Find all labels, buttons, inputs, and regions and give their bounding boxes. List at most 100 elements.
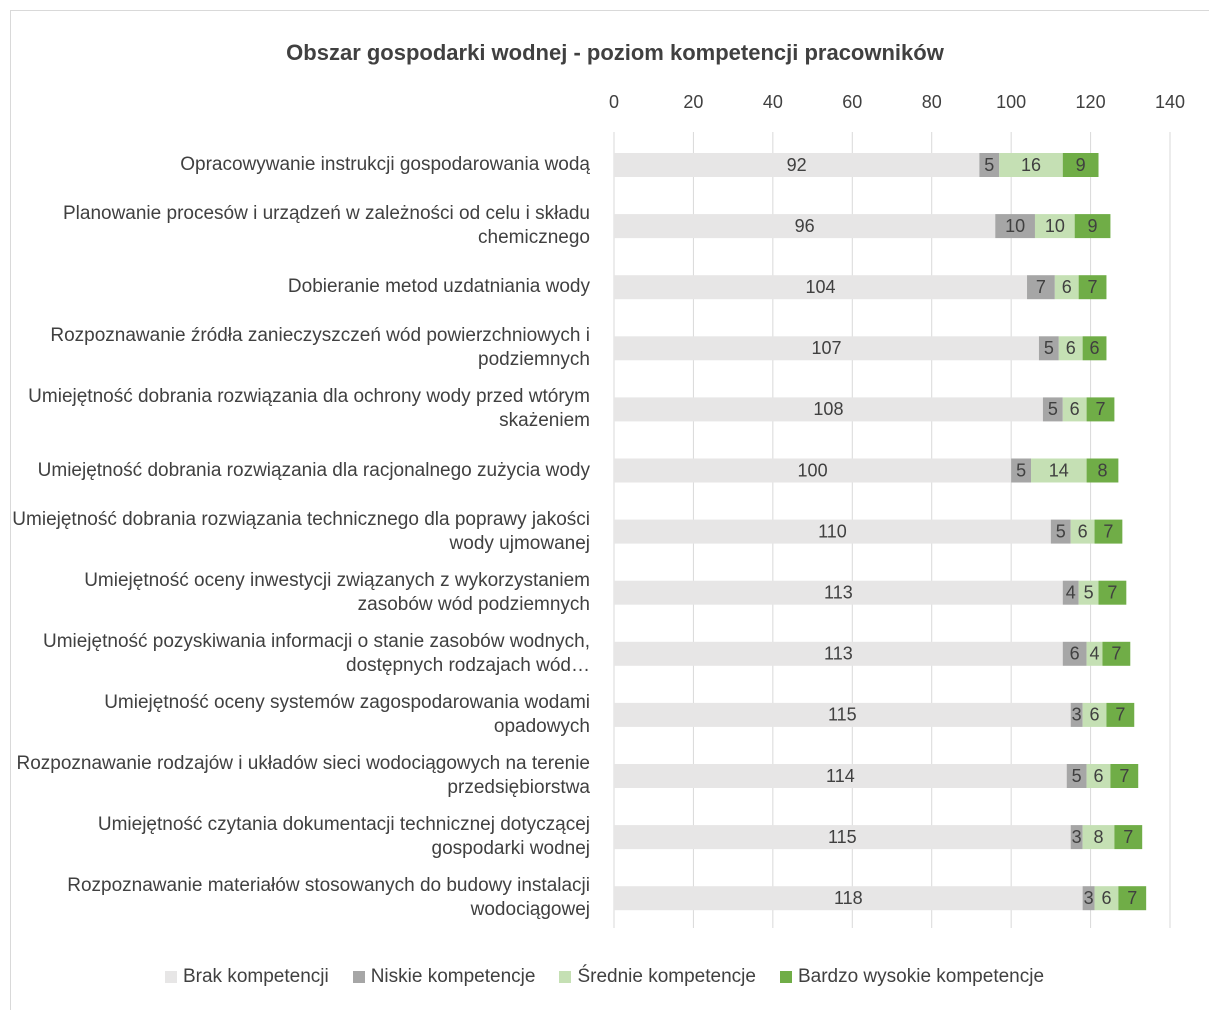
legend-swatch xyxy=(164,971,177,983)
bar-segment xyxy=(1086,641,1103,666)
bar-segment xyxy=(614,519,1051,544)
category-label: Dobieranie metod uzdatniania wody xyxy=(287,276,590,298)
data-label: 7 xyxy=(1107,582,1117,602)
x-tick-label: 100 xyxy=(996,92,1026,112)
data-label: 96 xyxy=(795,216,815,236)
legend-item: Niskie kompetencje xyxy=(352,966,536,988)
bar-segment xyxy=(1054,275,1079,300)
data-label: 115 xyxy=(828,827,857,847)
bar-segment xyxy=(1050,519,1071,544)
bar-segment xyxy=(1062,641,1087,666)
data-label: 7 xyxy=(1036,277,1046,297)
data-label: 7 xyxy=(1127,888,1137,908)
data-label: 5 xyxy=(1056,521,1066,541)
legend-label: Średnie kompetencje xyxy=(577,966,756,987)
data-label: 6 xyxy=(1078,521,1088,541)
data-label: 10 xyxy=(1045,216,1065,236)
x-tick-label: 140 xyxy=(1155,92,1185,112)
x-tick-label: 60 xyxy=(842,92,862,112)
data-label: 16 xyxy=(1021,155,1041,175)
data-label: 5 xyxy=(984,155,994,175)
category-label: Umiejętność oceny inwestycji związanych … xyxy=(84,569,590,615)
bar-segment xyxy=(1086,764,1111,788)
legend: Brak kompetencji Niskie kompetencje Średni… xyxy=(0,966,1209,988)
data-label: 5 xyxy=(1048,399,1058,419)
data-label: 6 xyxy=(1090,338,1100,358)
bar-segment xyxy=(1098,580,1127,605)
data-label: 4 xyxy=(1090,644,1100,664)
data-label: 7 xyxy=(1111,644,1121,664)
bar-segment xyxy=(1086,458,1119,483)
data-label: 8 xyxy=(1097,460,1107,480)
category-label: Umiejętność czytania dokumentacji techni… xyxy=(97,814,590,860)
data-label: 6 xyxy=(1062,277,1072,297)
bar-segment xyxy=(1078,580,1099,605)
bar-segment xyxy=(614,153,980,177)
data-label: 7 xyxy=(1103,521,1113,541)
data-label: 6 xyxy=(1070,399,1080,419)
data-label: 7 xyxy=(1119,766,1129,786)
legend-item: Brak kompetencji xyxy=(164,966,329,988)
data-label: 118 xyxy=(834,888,863,908)
bar-segment xyxy=(1094,886,1119,911)
data-label: 92 xyxy=(787,155,807,175)
bar-segment xyxy=(1082,886,1095,911)
data-label: 7 xyxy=(1115,705,1125,725)
bar-segment xyxy=(614,580,1063,605)
bar-segment xyxy=(1058,336,1083,361)
legend-label: Brak kompetencji xyxy=(182,966,329,987)
data-label: 3 xyxy=(1072,827,1082,847)
bar-segment xyxy=(1074,214,1111,239)
category-label: Umiejętność dobrania rozwiązania technic… xyxy=(12,508,590,554)
legend-item: Bardzo wysokie kompetencje xyxy=(779,966,1045,988)
category-label: Rozpoznawanie źródła zanieczyszczeń wód … xyxy=(50,325,590,371)
category-label: Rozpoznawanie rodzajów i układów sieci w… xyxy=(16,753,591,798)
bar-segment xyxy=(1027,275,1055,300)
bar-segment xyxy=(1062,580,1079,605)
data-label: 8 xyxy=(1094,827,1104,847)
data-label: 5 xyxy=(1084,582,1094,602)
bar-segment xyxy=(1070,519,1095,544)
category-label: Umiejętność pozyskiwania informacji o st… xyxy=(42,630,590,676)
category-label: Planowanie procesów i urządzeń w zależno… xyxy=(62,203,590,249)
x-tick-label: 80 xyxy=(922,92,942,112)
bar-segment xyxy=(1082,825,1115,850)
category-label: Umiejętność oceny systemów zagospodarowa… xyxy=(104,691,590,737)
legend-swatch xyxy=(352,971,365,983)
data-label: 113 xyxy=(824,582,853,602)
data-label: 6 xyxy=(1066,338,1076,358)
data-label: 4 xyxy=(1066,582,1076,602)
legend-label: Niskie kompetencje xyxy=(370,966,536,987)
bar-segment xyxy=(1042,397,1063,422)
data-label: 113 xyxy=(824,644,853,664)
bar-segment xyxy=(1062,397,1087,422)
category-label: Rozpoznawanie materiałów stosowanych do … xyxy=(67,875,590,921)
bar-segment xyxy=(1086,397,1115,422)
x-tick-label: 40 xyxy=(763,92,783,112)
bar-segment xyxy=(1094,519,1123,544)
legend-swatch xyxy=(779,971,792,983)
bar-segment xyxy=(614,641,1063,666)
bar-segment xyxy=(614,764,1067,788)
bar-segment xyxy=(979,153,1000,177)
legend-label: Bardzo wysokie kompetencje xyxy=(797,966,1045,987)
bar-segment xyxy=(1082,336,1107,361)
data-label: 114 xyxy=(826,766,855,786)
bar-segment xyxy=(1082,702,1107,727)
chart-border xyxy=(10,10,1209,1010)
data-label: 6 xyxy=(1094,766,1104,786)
x-tick-label: 0 xyxy=(609,92,619,112)
bar-segment xyxy=(614,397,1043,422)
category-label: Umiejętność dobrania rozwiązania dla rac… xyxy=(37,459,590,481)
x-tick-label: 120 xyxy=(1076,92,1106,112)
legend-item: Średnie kompetencje xyxy=(559,966,756,988)
bar-segment xyxy=(1034,214,1075,239)
data-label: 9 xyxy=(1088,216,1098,236)
data-label: 5 xyxy=(1016,460,1026,480)
data-label: 104 xyxy=(805,277,835,297)
bar-segment xyxy=(1102,641,1131,666)
bar-segment xyxy=(1031,458,1087,483)
data-label: 3 xyxy=(1084,888,1094,908)
bar-segment xyxy=(614,886,1083,911)
